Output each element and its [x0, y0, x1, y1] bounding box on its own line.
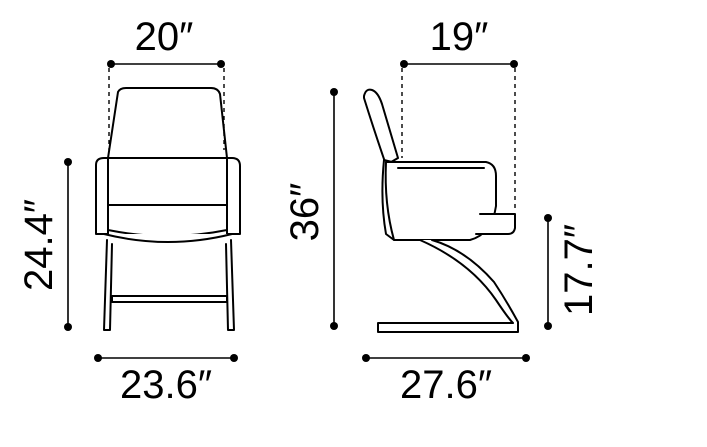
front-height-dimension — [64, 158, 72, 331]
side-view-chair — [363, 88, 519, 333]
side-depth-top-label: 19″ — [430, 15, 489, 59]
front-width-top-label: 20″ — [135, 15, 194, 59]
front-width-bottom-label: 23.6″ — [120, 363, 212, 407]
front-width-bottom-dimension — [94, 354, 238, 362]
side-depth-top-dimension — [400, 60, 518, 212]
side-seat-height-dimension — [544, 214, 552, 330]
front-view-chair — [95, 87, 241, 331]
side-depth-bottom-label: 27.6″ — [400, 363, 492, 407]
front-height-label: 24.4″ — [17, 199, 61, 291]
side-height-label: 36″ — [283, 183, 327, 242]
side-seat-height-label: 17.7″ — [557, 224, 601, 316]
side-depth-bottom-dimension — [362, 354, 530, 362]
side-height-dimension — [330, 88, 338, 330]
front-width-top-dimension — [107, 60, 225, 150]
